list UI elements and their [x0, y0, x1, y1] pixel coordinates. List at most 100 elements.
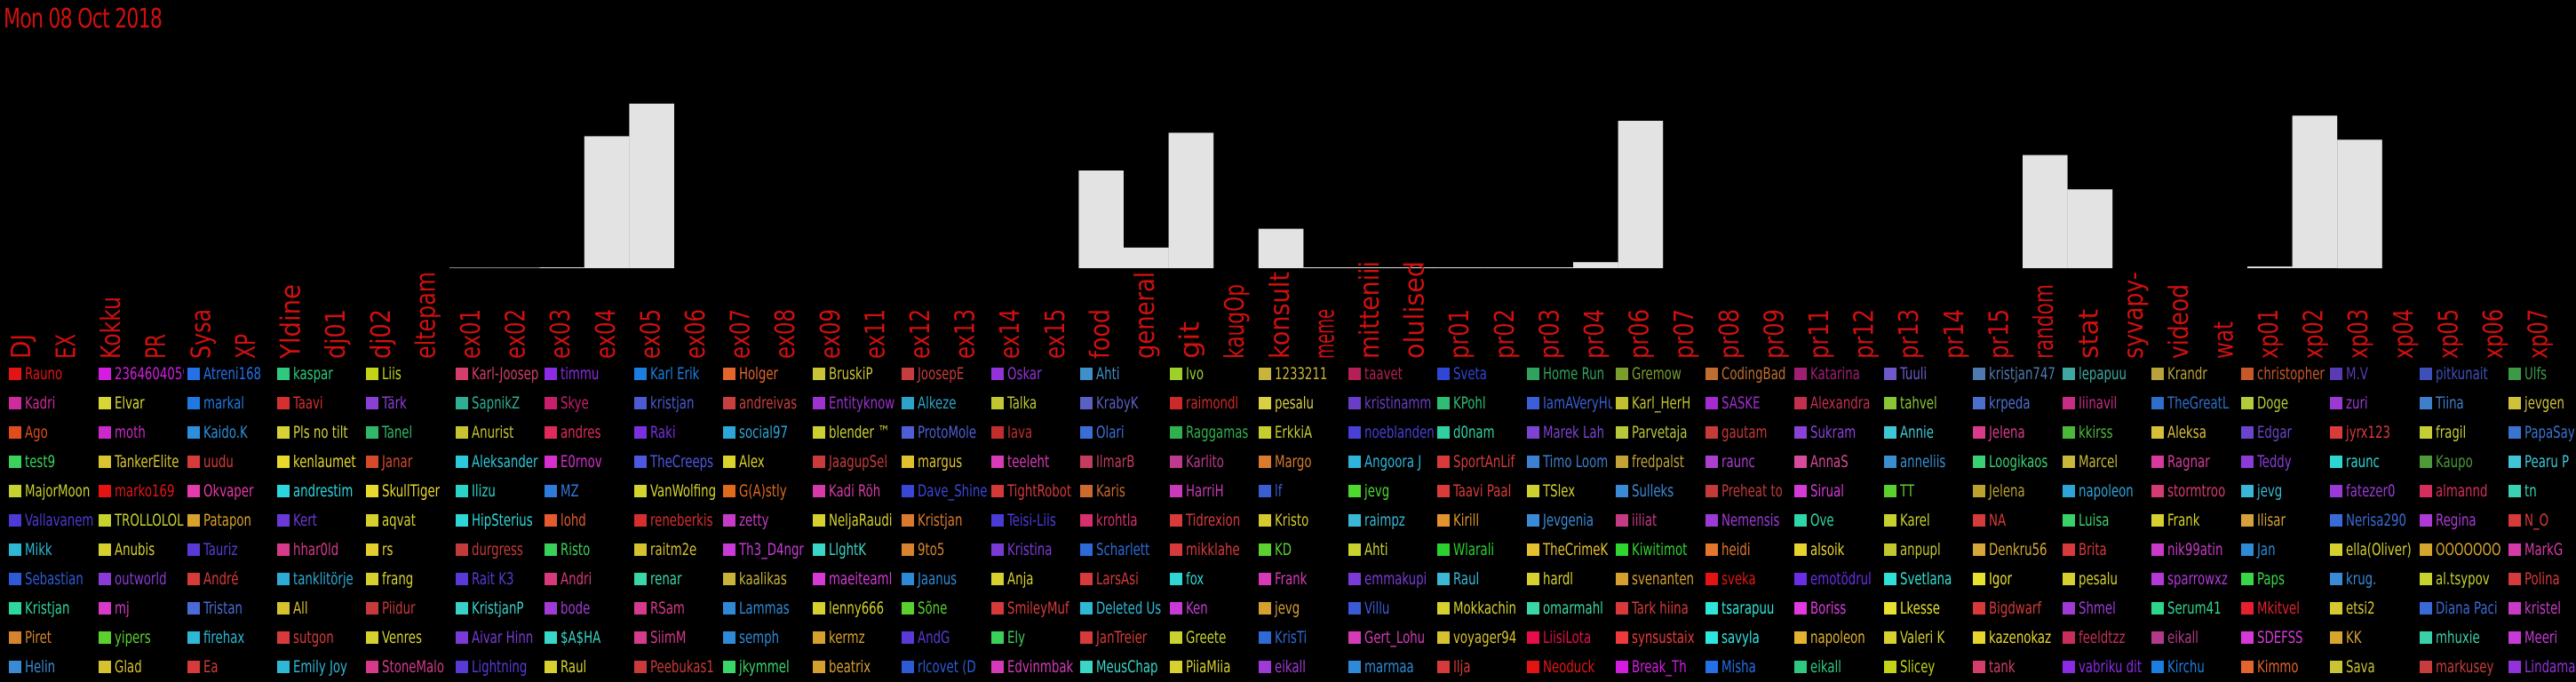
legend-label: Igor	[1989, 569, 2013, 589]
legend-swatch	[276, 397, 290, 409]
legend-entry: Slicey	[1875, 655, 1969, 677]
legend-entry: André	[179, 567, 273, 589]
legend-label: Ragnar	[2167, 452, 2210, 472]
legend-entry: Kirchu	[2143, 655, 2237, 677]
category-label: pr04	[1579, 309, 1610, 359]
legend-entry: Loogikaos	[1964, 450, 2058, 472]
legend-swatch	[1526, 368, 1539, 380]
legend-label: Jelena	[1989, 423, 2025, 442]
legend-swatch	[633, 514, 647, 527]
legend-label: Jaanus	[918, 569, 958, 589]
legend-entry: Marek Lah	[1518, 421, 1612, 442]
legend-label: Karlito	[1185, 452, 1224, 472]
legend-label: Ulfs	[2524, 364, 2548, 384]
legend-entry: Break_Th	[1607, 655, 1701, 677]
legend-label: Entityknow	[828, 393, 894, 413]
legend-swatch	[902, 456, 914, 468]
legend-swatch	[98, 573, 111, 585]
legend-entry: eikall	[1785, 655, 1880, 677]
legend-label: kenlaumet	[292, 452, 356, 472]
bar-xp03	[2337, 139, 2382, 269]
legend-swatch	[1080, 631, 1093, 644]
legend-swatch	[1794, 661, 1807, 673]
legend-entry: BruskiP	[804, 362, 898, 384]
category-label: PR	[141, 334, 172, 359]
legend-swatch	[1616, 602, 1628, 615]
category-label: pr07	[1669, 309, 1700, 359]
legend-label: MarkG	[2524, 540, 2564, 559]
legend-label: SportAnLif	[1453, 452, 1515, 472]
legend-swatch	[276, 426, 290, 439]
legend-entry: Tuuli	[1875, 362, 1969, 384]
legend-entry: RSam	[625, 597, 720, 618]
legend-swatch	[1794, 602, 1807, 615]
legend-entry: yipers	[90, 626, 184, 647]
legend-entry: marko169	[90, 480, 184, 501]
legend-label: Tiina	[2435, 393, 2464, 413]
bar-ex05	[629, 103, 674, 268]
bar-pr02	[1483, 267, 1529, 268]
legend-swatch	[1348, 368, 1361, 380]
legend-entry: noeblanden	[1340, 421, 1434, 442]
legend-swatch	[723, 631, 735, 644]
legend-swatch	[2330, 397, 2342, 409]
legend-label: Marek Lah	[1542, 423, 1604, 442]
bar-pr06	[1618, 121, 1664, 268]
legend-entry: Liis	[357, 362, 451, 384]
legend-label: andres	[561, 423, 601, 442]
legend-swatch	[1437, 543, 1450, 556]
legend-label: Mokkachin	[1453, 599, 1516, 618]
legend-swatch	[902, 397, 914, 409]
legend-entry: TT	[1875, 480, 1969, 501]
legend-swatch	[1705, 485, 1718, 497]
legend-swatch	[366, 368, 378, 380]
bar-pr04	[1573, 262, 1618, 268]
legend-entry: Jelena	[1964, 421, 2058, 442]
legend-label: Home Run	[1542, 364, 1604, 384]
legend-entry: Anubis	[90, 538, 184, 559]
legend-entry: heidi	[1697, 538, 1791, 559]
legend-swatch	[2508, 368, 2521, 380]
legend-swatch	[902, 573, 914, 585]
legend-swatch	[1080, 602, 1093, 615]
legend-swatch	[902, 368, 914, 380]
legend-label: Holger	[739, 364, 779, 384]
legend-entry: anpupl	[1875, 538, 1969, 559]
legend-entry: Teisi-Liis	[982, 509, 1077, 530]
category-label: ex12	[905, 309, 936, 359]
legend-label: Kristina	[1006, 540, 1052, 559]
legend-label: fragil	[2435, 423, 2466, 442]
legend-entry: Andri	[536, 567, 630, 589]
legend-entry: jevg	[1250, 597, 1344, 618]
legend-entry: Raul	[1428, 567, 1523, 589]
legend-entry: taavet	[1340, 362, 1434, 384]
legend-swatch	[1973, 602, 1985, 615]
legend-label: emotödrul	[1810, 569, 1872, 589]
legend-label: TT	[1899, 481, 1914, 501]
legend-entry: Ken	[1161, 597, 1255, 618]
legend-swatch	[545, 397, 557, 409]
legend-entry: al.tsypov	[2411, 567, 2505, 589]
legend-entry: durgress	[447, 538, 541, 559]
legend-entry: raimpz	[1340, 509, 1434, 530]
legend-swatch	[2062, 426, 2075, 439]
legend-swatch	[366, 602, 378, 615]
legend-entry: margus	[893, 450, 987, 472]
legend-label: TheCreeps	[649, 452, 713, 472]
legend-label: krug.	[2346, 569, 2377, 589]
legend-entry: Iiinavil	[2054, 392, 2148, 413]
legend-entry: pesalu	[2054, 567, 2148, 589]
legend-label: Karl-Joosep	[471, 364, 538, 384]
legend-entry: Polina	[2500, 567, 2576, 589]
legend-entry: Sveta	[1428, 362, 1523, 384]
legend-label: Kadi Röh	[828, 481, 880, 501]
legend-entry: Kristjan	[893, 509, 987, 530]
legend-label: HipSterius	[471, 511, 533, 530]
legend-entry: SapnikZ	[447, 392, 541, 413]
legend-entry: NA	[1964, 509, 2058, 530]
legend-label: Ahti	[1364, 540, 1388, 559]
legend-label: Anurist	[471, 423, 513, 442]
legend-swatch	[1526, 514, 1539, 527]
legend-entry: blender ™	[804, 421, 898, 442]
legend-label: raitm2e	[649, 540, 696, 559]
